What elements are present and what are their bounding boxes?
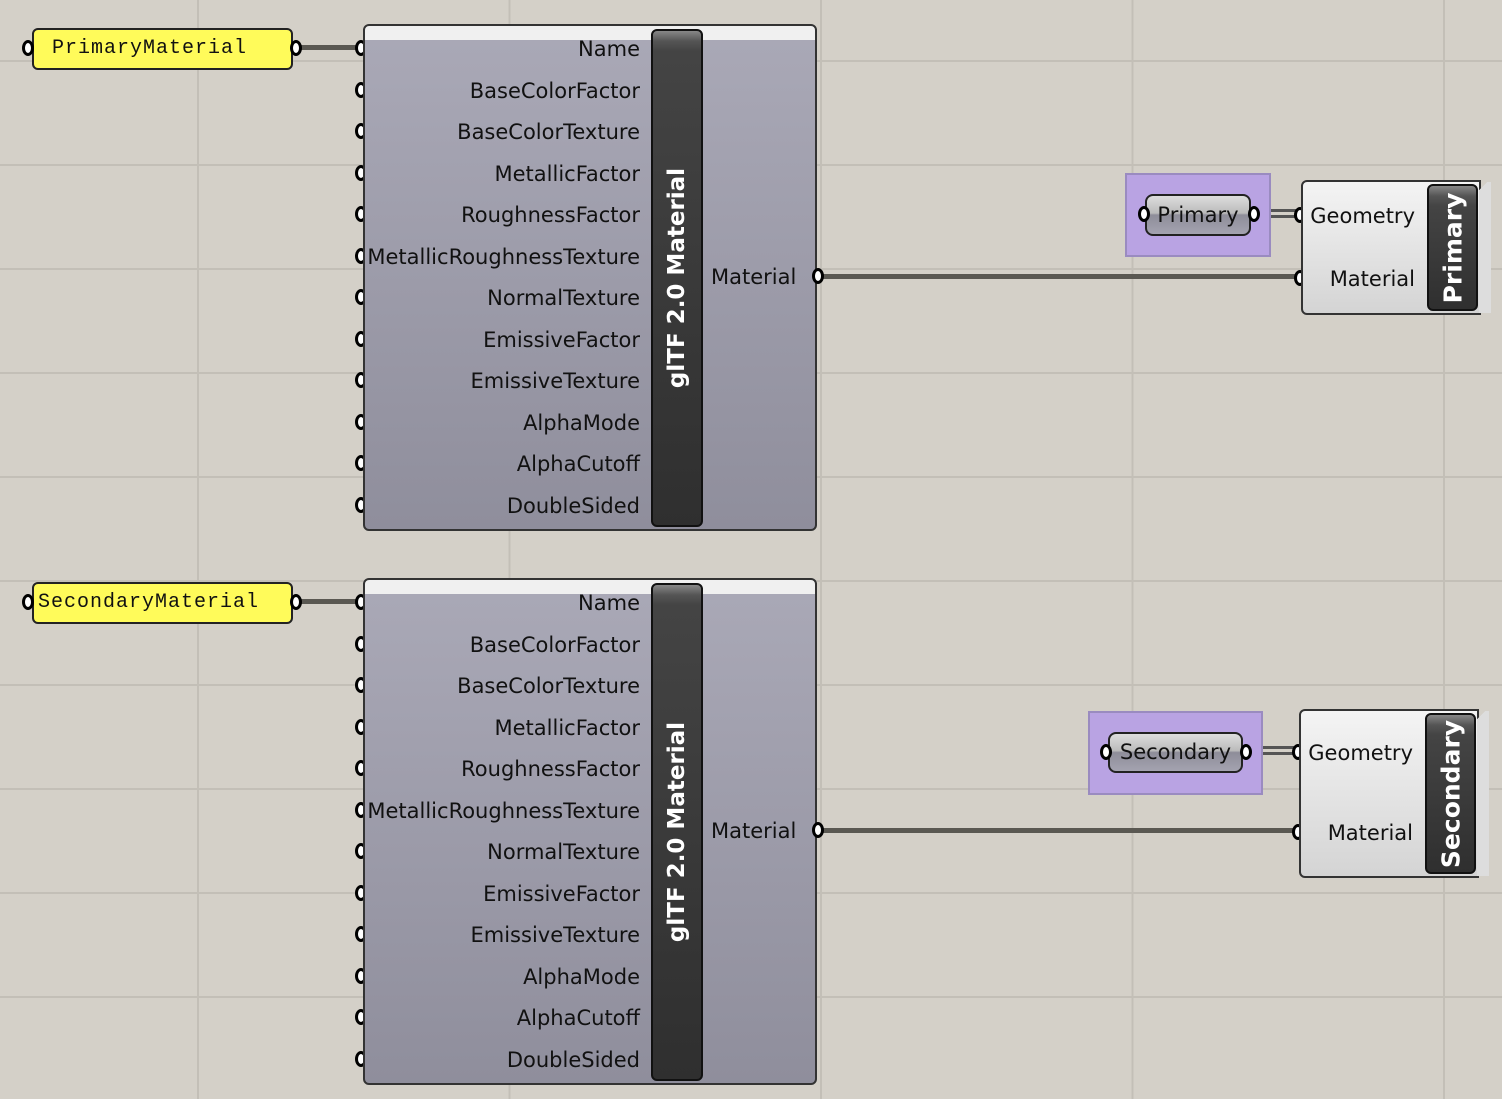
param-label: Secondary xyxy=(1119,740,1232,764)
output-label: Material xyxy=(711,819,797,843)
input-label-normaltexture: NormalTexture xyxy=(487,840,640,864)
zigzag-edge xyxy=(1477,711,1489,876)
wire xyxy=(1256,209,1296,212)
wire xyxy=(296,599,358,604)
component-title: glTF 2.0 Material xyxy=(664,167,690,389)
output-grip[interactable] xyxy=(290,40,302,56)
input-label-basecolortexture: BaseColorTexture xyxy=(457,120,640,144)
component-title-bar: Secondary xyxy=(1425,713,1476,874)
bake-component-primary[interactable]: Geometry Material Primary xyxy=(1301,180,1491,315)
wire xyxy=(1246,746,1294,749)
input-label-geometry: Geometry xyxy=(1310,204,1415,228)
input-label-normaltexture: NormalTexture xyxy=(487,286,640,310)
wire xyxy=(296,45,358,50)
input-label-geometry: Geometry xyxy=(1308,741,1413,765)
bake-component-secondary[interactable]: Geometry Material Secondary xyxy=(1299,709,1489,878)
input-label-material: Material xyxy=(1327,821,1413,845)
input-label-basecolorfactor: BaseColorFactor xyxy=(469,78,640,103)
input-label-doublesided: DoubleSided xyxy=(506,493,640,518)
input-label-name: Name xyxy=(578,591,640,615)
input-label-metallicfactor: MetallicFactor xyxy=(494,161,640,186)
output-label: Material xyxy=(711,265,797,289)
gltf-material-component[interactable]: Name BaseColorFactor BaseColorTexture Metal… xyxy=(363,24,817,531)
input-label-roughnessfactor: RoughnessFactor xyxy=(461,757,640,781)
output-grip[interactable] xyxy=(812,822,824,838)
input-label-roughnessfactor: RoughnessFactor xyxy=(461,203,640,227)
zigzag-edge xyxy=(1479,182,1491,313)
input-label-alphamode: AlphaMode xyxy=(523,964,640,989)
panel-text: PrimaryMaterial xyxy=(52,37,248,60)
param-secondary[interactable]: Secondary xyxy=(1108,732,1243,773)
output-grip[interactable] xyxy=(290,594,302,610)
component-title: glTF 2.0 Material xyxy=(664,721,690,943)
component-title-bar: Primary xyxy=(1427,184,1478,311)
param-primary[interactable]: Primary xyxy=(1145,194,1251,236)
component-title-bar: glTF 2.0 Material xyxy=(651,583,703,1081)
panel-text: SecondaryMaterial xyxy=(38,591,260,614)
input-label-emissivefactor: EmissiveFactor xyxy=(483,881,640,906)
input-label-emissivefactor: EmissiveFactor xyxy=(483,327,640,352)
component-title-bar: glTF 2.0 Material xyxy=(651,29,703,527)
param-label: Primary xyxy=(1157,203,1239,227)
input-label-name: Name xyxy=(578,37,640,61)
input-label-metallicroughnesstexture: MetallicRoughnessTexture xyxy=(367,798,640,823)
output-grip[interactable] xyxy=(812,268,824,284)
input-label-alphamode: AlphaMode xyxy=(523,410,640,435)
input-label-basecolorfactor: BaseColorFactor xyxy=(469,632,640,657)
input-label-metallicfactor: MetallicFactor xyxy=(494,715,640,740)
input-label-emissivetexture: EmissiveTexture xyxy=(470,923,641,947)
input-label-emissivetexture: EmissiveTexture xyxy=(470,369,641,393)
input-grip[interactable] xyxy=(22,40,34,56)
panel-secondary-material[interactable]: SecondaryMaterial xyxy=(32,582,293,624)
input-label-basecolortexture: BaseColorTexture xyxy=(457,674,640,698)
input-grip[interactable] xyxy=(1138,206,1150,222)
input-label-metallicroughnesstexture: MetallicRoughnessTexture xyxy=(367,244,640,269)
input-label-alphacutoff: AlphaCutoff xyxy=(516,452,640,476)
wire xyxy=(820,274,1298,279)
input-label-doublesided: DoubleSided xyxy=(506,1047,640,1072)
input-label-alphacutoff: AlphaCutoff xyxy=(516,1006,640,1030)
input-grip[interactable] xyxy=(1100,744,1112,760)
input-label-material: Material xyxy=(1329,267,1415,291)
input-grip[interactable] xyxy=(22,594,34,610)
output-grip[interactable] xyxy=(1240,744,1252,760)
component-title: Secondary xyxy=(1436,719,1465,868)
wire xyxy=(820,828,1296,833)
output-grip[interactable] xyxy=(1248,206,1260,222)
component-title: Primary xyxy=(1438,192,1467,303)
panel-primary-material[interactable]: PrimaryMaterial xyxy=(32,28,293,70)
gltf-material-component[interactable]: Name BaseColorFactor BaseColorTexture Metal… xyxy=(363,578,817,1085)
